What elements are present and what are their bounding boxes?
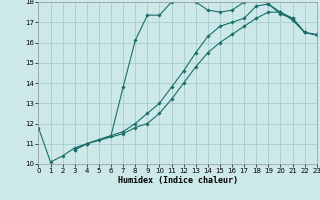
- X-axis label: Humidex (Indice chaleur): Humidex (Indice chaleur): [118, 176, 238, 185]
